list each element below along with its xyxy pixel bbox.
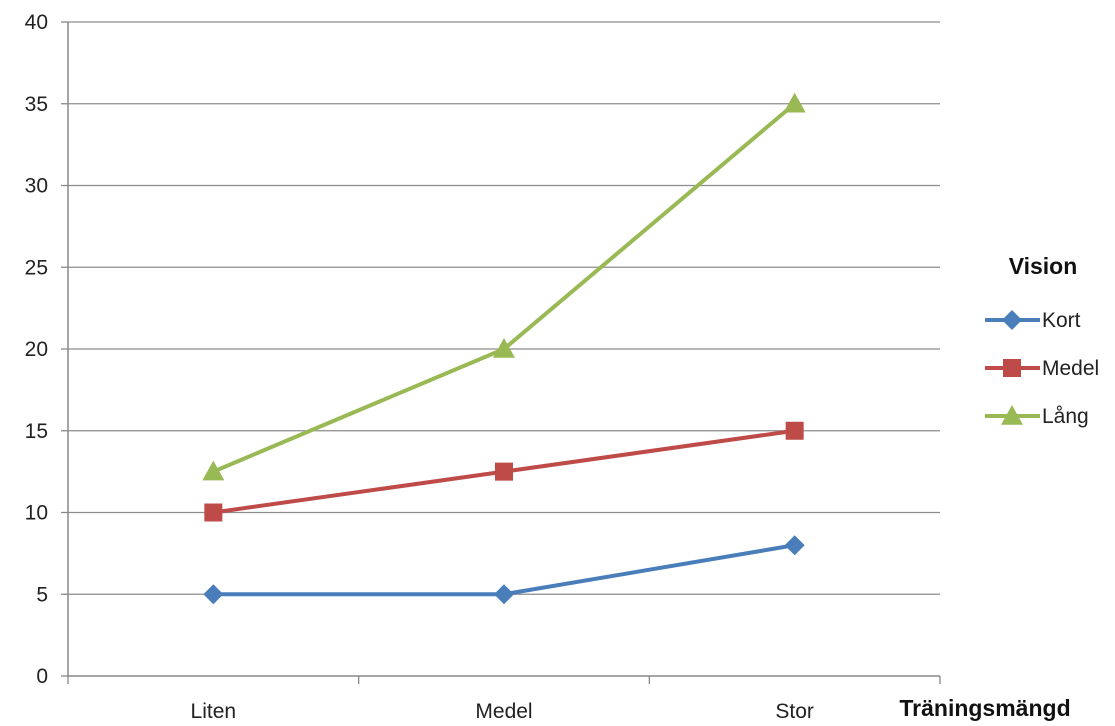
- x-tick-label: Liten: [191, 700, 237, 723]
- y-tick-label: 20: [25, 338, 48, 361]
- y-tick-label: 35: [25, 93, 48, 116]
- y-tick-label: 15: [25, 420, 48, 443]
- data-point: [203, 584, 224, 605]
- legend-marker: [1001, 405, 1023, 425]
- legend-marker: [1003, 359, 1021, 377]
- data-point: [785, 421, 804, 440]
- legend-label: Medel: [1042, 357, 1099, 380]
- data-point: [204, 503, 223, 522]
- y-tick-labels: 0 5 10 15 20 25 30 35 40: [25, 11, 48, 688]
- x-tick-label: Stor: [775, 700, 814, 723]
- legend-title: Vision: [1009, 253, 1078, 279]
- y-tick-label: 5: [36, 583, 48, 606]
- legend: Vision Kort Medel Lång: [985, 253, 1099, 428]
- data-point: [494, 584, 514, 605]
- axes: [67, 22, 940, 677]
- x-tick-label: Medel: [475, 700, 532, 723]
- data-point: [784, 535, 805, 556]
- x-tick-labels: Liten Medel Stor: [67, 676, 941, 723]
- y-tick-label: 30: [25, 175, 48, 198]
- legend-label: Lång: [1042, 405, 1089, 428]
- legend-label: Kort: [1042, 309, 1081, 332]
- legend-marker: [1002, 310, 1022, 330]
- data-point: [202, 460, 225, 481]
- y-tick-label: 0: [36, 665, 48, 688]
- series-line-2: [211, 101, 797, 474]
- data-point: [495, 462, 513, 481]
- y-tick-label: 40: [25, 11, 48, 34]
- series-lines: [202, 92, 806, 605]
- data-point: [493, 338, 515, 358]
- y-tick-label: 25: [25, 256, 48, 279]
- data-point: [783, 92, 806, 113]
- x-axis-title: Träningsmängd: [899, 695, 1070, 721]
- y-tick-label: 10: [25, 502, 48, 525]
